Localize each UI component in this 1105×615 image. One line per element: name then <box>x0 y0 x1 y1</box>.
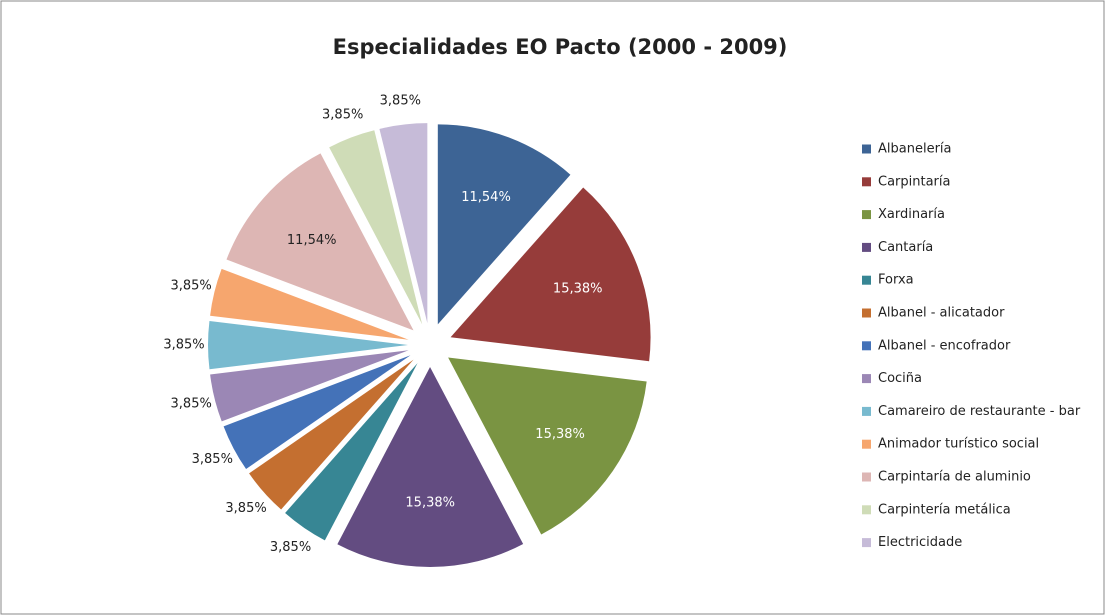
legend-swatch <box>862 177 871 187</box>
data-label: 15,38% <box>535 427 585 442</box>
pie-slice <box>210 268 409 340</box>
legend-swatch <box>862 275 871 285</box>
pie-slice <box>450 187 651 362</box>
legend-label: Cociña <box>878 371 922 386</box>
pie-slice <box>249 359 414 510</box>
pie-slice <box>207 321 408 370</box>
legend-swatch <box>862 472 871 482</box>
legend-swatch <box>862 538 871 548</box>
pie-slice <box>223 355 411 470</box>
legend-swatch <box>862 374 871 384</box>
data-label: 11,54% <box>287 233 337 248</box>
chart-title: Especialidades EO Pacto (2000 - 2009) <box>333 35 788 59</box>
data-label: 11,54% <box>461 190 511 205</box>
legend-swatch <box>862 144 871 154</box>
legend-label: Forxa <box>878 273 914 288</box>
legend-swatch <box>862 308 871 318</box>
pie-slice <box>448 357 647 535</box>
legend-swatch <box>862 242 871 252</box>
data-label: 3,85% <box>380 93 421 108</box>
legend-swatch <box>862 210 871 220</box>
data-label: 3,85% <box>170 279 211 294</box>
data-label: 15,38% <box>553 281 603 296</box>
legend-label: Albanel - encofrador <box>878 338 1011 353</box>
data-label: 15,38% <box>405 495 455 510</box>
legend-swatch <box>862 341 871 351</box>
pie-slice <box>329 130 423 325</box>
pie-slice <box>226 153 414 331</box>
legend-label: Carpintaría de aluminio <box>878 470 1031 485</box>
legend-label: Albanel - alicatador <box>878 306 1005 321</box>
legend-swatch <box>862 505 871 515</box>
legend-label: Carpintaría <box>878 174 950 189</box>
legend-swatch <box>862 406 871 416</box>
data-label: 3,85% <box>192 452 233 467</box>
legend-label: Xardinaría <box>878 207 945 222</box>
legend-swatch <box>862 439 871 449</box>
legend-label: Electricidade <box>878 535 962 550</box>
data-label: 3,85% <box>225 501 266 516</box>
data-label: 3,85% <box>270 540 311 555</box>
data-label: 3,85% <box>171 397 212 412</box>
pie-slice <box>437 124 571 325</box>
pie-slice <box>337 366 524 567</box>
legend-label: Carpintería metálica <box>878 502 1011 517</box>
legend-label: Albanelería <box>878 142 952 157</box>
pie-slice <box>210 350 409 422</box>
data-label: 3,85% <box>163 338 204 353</box>
pie-slice <box>285 363 418 541</box>
data-label: 3,85% <box>322 108 363 123</box>
legend-label: Camareiro de restaurante - bar <box>878 404 1081 419</box>
legend-label: Cantaría <box>878 240 933 255</box>
pie-slice <box>379 123 428 324</box>
legend-label: Animador turístico social <box>878 437 1039 452</box>
